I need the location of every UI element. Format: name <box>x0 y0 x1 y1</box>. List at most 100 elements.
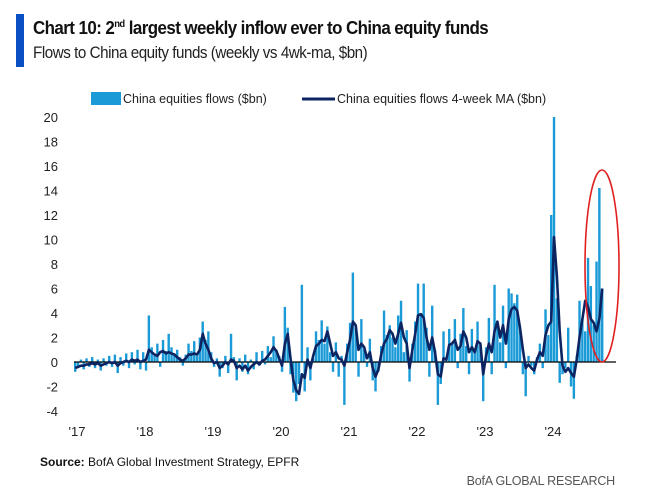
flow-bar <box>343 362 346 405</box>
flow-bar <box>598 188 601 362</box>
flow-bar <box>201 321 204 362</box>
flow-bar <box>541 362 544 369</box>
flow-bar <box>555 298 559 362</box>
y-tick-label: 16 <box>44 159 58 174</box>
flow-bar <box>388 325 391 362</box>
flow-bar <box>467 362 471 375</box>
flow-bar <box>241 362 244 372</box>
ma-line <box>74 235 604 396</box>
flow-bar <box>235 362 238 381</box>
flow-bar <box>558 362 561 383</box>
x-tick-label: '17 <box>69 424 86 439</box>
flow-bar <box>249 359 253 362</box>
flow-bar <box>263 362 267 365</box>
legend: China equities flows ($bn) China equitie… <box>91 92 546 106</box>
title-accent-bar <box>16 14 24 67</box>
annotation-ellipse <box>584 169 620 363</box>
flow-bar <box>119 357 122 362</box>
flow-bar <box>397 315 400 362</box>
flow-bar <box>181 362 185 366</box>
flow-bar <box>127 362 131 369</box>
flow-bar <box>524 362 527 397</box>
flow-bar <box>516 294 519 362</box>
flow-bar <box>473 352 476 362</box>
flow-bar <box>326 326 329 362</box>
title-rest: largest weekly inflow ever to China equi… <box>124 18 489 38</box>
x-tick-label: '19 <box>205 424 222 439</box>
legend-swatch-flows <box>91 92 121 105</box>
flow-bar <box>309 362 312 381</box>
flow-bar <box>215 358 219 362</box>
flow-bar <box>275 349 278 362</box>
flow-bar <box>337 362 340 377</box>
flow-bar <box>122 362 125 366</box>
flow-bar <box>269 357 272 362</box>
flow-bar <box>357 362 360 377</box>
flow-bar <box>465 346 468 362</box>
flow-bar <box>360 319 363 362</box>
y-tick-label: -4 <box>46 404 58 419</box>
flow-bar <box>173 353 176 362</box>
flow-bar <box>139 362 142 370</box>
flow-bar <box>144 362 148 371</box>
flow-bar <box>255 352 258 362</box>
flow-bar <box>564 362 567 369</box>
flow-bar <box>450 343 454 362</box>
flow-bar <box>204 339 207 362</box>
flow-bar <box>456 362 459 369</box>
source-note: Source: BofA Global Investment Strategy,… <box>40 455 299 469</box>
y-tick-label: 14 <box>44 184 58 199</box>
flow-bar <box>96 359 100 362</box>
flow-bar <box>368 338 372 362</box>
flow-bar <box>399 300 403 362</box>
flow-bar <box>501 305 505 362</box>
flow-bar <box>153 355 156 362</box>
y-tick-label: 10 <box>44 233 58 248</box>
flow-bar <box>482 362 485 402</box>
flow-bar <box>530 362 533 366</box>
x-tick-label: '22 <box>409 424 426 439</box>
flow-bar <box>414 321 417 362</box>
flow-bar <box>238 358 241 362</box>
legend-label-ma: China equities flows 4-week MA ($bn) <box>337 92 546 106</box>
flow-bar <box>518 327 522 362</box>
flow-bar <box>150 347 153 362</box>
flow-bar <box>442 331 445 362</box>
y-tick-label: 0 <box>51 355 58 370</box>
flow-bar <box>428 362 431 377</box>
source-text: BofA Global Investment Strategy, EPFR <box>84 455 300 469</box>
flow-bar <box>136 349 139 362</box>
flow-bar <box>351 272 355 362</box>
flow-bar <box>227 362 230 374</box>
flow-bar <box>142 352 145 362</box>
flow-bar <box>85 358 88 362</box>
flow-bar <box>147 315 151 362</box>
flow-bar <box>547 335 550 362</box>
flow-bar <box>431 305 434 362</box>
flow-bar <box>504 362 508 369</box>
flow-bar <box>108 355 111 362</box>
chart-subtitle: Flows to China equity funds (weekly vs 4… <box>33 44 368 62</box>
y-tick-label: -2 <box>46 380 58 395</box>
flow-bar <box>394 347 397 362</box>
flow-bar <box>385 335 389 362</box>
x-tick-label: '21 <box>341 424 358 439</box>
flow-bar <box>79 359 83 362</box>
flow-bar <box>419 313 423 362</box>
legend-label-flows: China equities flows ($bn) <box>123 92 267 106</box>
flow-bar <box>487 317 491 362</box>
flow-bar <box>601 288 604 362</box>
flow-bar <box>317 339 321 362</box>
x-tick-label: '23 <box>477 424 494 439</box>
flow-bar <box>167 333 170 362</box>
flow-bar <box>527 355 530 362</box>
title-prefix: Chart 10: 2 <box>33 18 115 38</box>
flow-bar <box>76 362 80 369</box>
flow-bar <box>408 362 411 382</box>
flow-bar <box>113 354 117 362</box>
x-tick-label: '20 <box>273 424 290 439</box>
flow-bar <box>572 362 576 399</box>
flow-bar <box>589 286 593 362</box>
flow-bar <box>261 350 264 362</box>
